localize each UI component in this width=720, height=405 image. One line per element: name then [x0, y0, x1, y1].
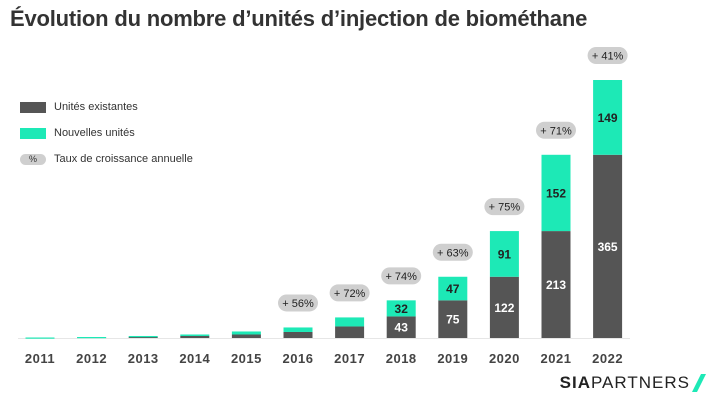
growth-pill-2019: [432, 243, 473, 261]
logo-slash-icon: [692, 374, 706, 392]
bar-existing-2020: [489, 276, 519, 338]
growth-label-2019: + 63%: [437, 247, 469, 259]
bar-new-2022: [593, 80, 623, 155]
bar-new-2012: [77, 336, 107, 339]
bar-existing-2022: [593, 154, 623, 338]
bar-new-2021: [541, 154, 571, 232]
bar-label-existing-2021: 213: [546, 278, 566, 292]
bar-new-2018: [386, 300, 416, 317]
growth-pill-2016: [278, 294, 318, 312]
growth-pill-2017: [329, 284, 370, 302]
bar-label-new-2019: 47: [446, 282, 460, 296]
bar-label-existing-2018: 43: [395, 321, 409, 335]
logo-text-partners: PARTNERS: [590, 373, 690, 392]
growth-label-2021: + 71%: [540, 125, 572, 137]
x-tick-label-2015: 2015: [231, 351, 262, 366]
legend-label-new: Nouvelles unités: [54, 127, 135, 139]
x-tick-label-2012: 2012: [76, 351, 107, 366]
x-tick-label-2014: 2014: [179, 351, 210, 366]
bar-existing-2015: [231, 334, 261, 338]
bar-existing-2019: [438, 300, 468, 338]
bar-existing-2017: [335, 326, 365, 338]
growth-pill-2021: [536, 121, 576, 139]
bar-new-2015: [231, 331, 261, 335]
x-tick-label-2011: 2011: [25, 351, 55, 366]
bar-existing-2016: [283, 331, 313, 338]
bar-new-2014: [180, 334, 210, 336]
legend-swatch-new: [20, 127, 46, 139]
growth-label-2017: + 72%: [334, 288, 366, 300]
bar-label-existing-2019: 75: [446, 313, 460, 327]
bar-label-new-2022: 149: [598, 111, 618, 125]
x-tick-label-2021: 2021: [541, 351, 572, 366]
siapartners-logo: SIA PARTNERS: [560, 373, 706, 393]
x-tick-label-2017: 2017: [334, 351, 365, 366]
bar-new-2017: [335, 317, 365, 327]
growth-label-2018: + 74%: [385, 271, 417, 283]
bar-existing-2013: [128, 336, 158, 338]
chart-title: Évolution du nombre d’unités d’injection…: [10, 6, 588, 31]
x-tick-label-2022: 2022: [592, 351, 623, 366]
bar-existing-2014: [180, 335, 210, 338]
bar-new-2011: [25, 337, 55, 339]
bar-existing-2018: [386, 316, 416, 338]
x-tick-label-2018: 2018: [386, 351, 417, 366]
x-tick-label-2013: 2013: [128, 351, 159, 366]
legend-label-growth: Taux de croissance annuelle: [54, 153, 193, 165]
x-tick-label-2020: 2020: [489, 351, 520, 366]
legend-label-existing: Unités existantes: [54, 101, 138, 113]
bar-new-2020: [489, 231, 519, 277]
legend-item-new: Nouvelles unités: [20, 120, 193, 146]
legend: Unités existantes Nouvelles unités % Tau…: [20, 94, 193, 172]
legend-pill-growth: %: [20, 153, 46, 165]
growth-pill-2018: [381, 267, 422, 285]
x-tick-label-2019: 2019: [437, 351, 468, 366]
bar-label-new-2020: 91: [498, 247, 512, 261]
bar-label-existing-2020: 122: [494, 301, 514, 315]
growth-label-2022: + 41%: [592, 51, 624, 63]
legend-swatch-existing: [20, 101, 46, 113]
logo-text-sia: SIA: [559, 373, 591, 392]
bar-new-2019: [438, 276, 468, 301]
legend-item-growth: % Taux de croissance annuelle: [20, 146, 193, 172]
growth-label-2016: + 56%: [282, 298, 314, 310]
growth-label-2020: + 75%: [489, 202, 521, 214]
bar-new-2016: [283, 327, 313, 332]
bar-label-new-2018: 32: [395, 302, 409, 316]
bar-label-new-2021: 152: [546, 186, 566, 200]
bar-label-existing-2022: 365: [598, 240, 618, 254]
growth-pill-2022: [587, 47, 628, 64]
x-tick-label-2016: 2016: [283, 351, 314, 366]
legend-item-existing: Unités existantes: [20, 94, 193, 120]
bar-new-2013: [128, 335, 158, 338]
bar-existing-2021: [541, 231, 571, 338]
growth-pill-2020: [484, 198, 525, 216]
